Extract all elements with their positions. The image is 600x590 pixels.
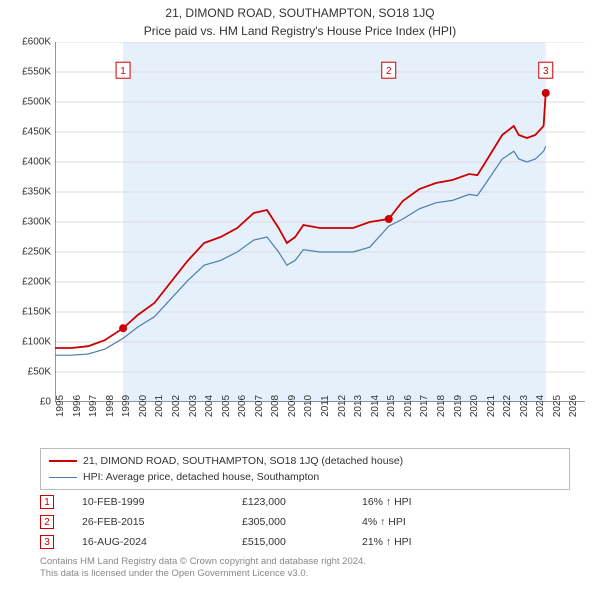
y-tick-label: £300K — [22, 217, 51, 228]
chart-title-line1: 21, DIMOND ROAD, SOUTHAMPTON, SO18 1JQ — [0, 0, 600, 20]
sale-marker: 2 — [40, 515, 54, 529]
footer-line1: Contains HM Land Registry data © Crown c… — [40, 556, 570, 568]
sale-pct: 4% ↑ HPI — [362, 516, 482, 528]
sale-date: 26-FEB-2015 — [82, 516, 242, 528]
x-tick-label: 2009 — [287, 395, 298, 417]
x-tick-label: 2020 — [469, 395, 480, 417]
sales-table: 1 10-FEB-1999£123,00016% ↑ HPI 2 26-FEB-201… — [40, 492, 570, 552]
sale-pct: 16% ↑ HPI — [362, 496, 482, 508]
x-tick-label: 2025 — [552, 395, 563, 417]
x-tick-label: 2013 — [353, 395, 364, 417]
y-tick-label: £250K — [22, 247, 51, 258]
legend-label: HPI: Average price, detached house, Sout… — [83, 471, 319, 483]
x-tick-label: 2007 — [254, 395, 265, 417]
x-tick-label: 2023 — [519, 395, 530, 417]
x-tick-label: 1997 — [88, 395, 99, 417]
sale-row: 2 26-FEB-2015£305,0004% ↑ HPI — [40, 512, 570, 532]
x-tick-label: 1999 — [121, 395, 132, 417]
legend-box: 21, DIMOND ROAD, SOUTHAMPTON, SO18 1JQ (… — [40, 448, 570, 490]
x-tick-label: 2017 — [419, 395, 430, 417]
chart-plot-area: 1 2 3 — [55, 42, 585, 402]
svg-text:2: 2 — [386, 66, 392, 77]
y-tick-label: £600K — [22, 37, 51, 48]
x-tick-label: 2005 — [221, 395, 232, 417]
x-tick-label: 2012 — [337, 395, 348, 417]
x-tick-label: 1996 — [72, 395, 83, 417]
sale-date: 10-FEB-1999 — [82, 496, 242, 508]
sale-price: £123,000 — [242, 496, 362, 508]
y-axis: £0£50K£100K£150K£200K£250K£300K£350K£400… — [0, 42, 55, 402]
y-tick-label: £50K — [28, 367, 51, 378]
svg-text:1: 1 — [120, 66, 126, 77]
sale-marker: 3 — [40, 535, 54, 549]
legend-label: 21, DIMOND ROAD, SOUTHAMPTON, SO18 1JQ (… — [83, 455, 403, 467]
x-tick-label: 1998 — [105, 395, 116, 417]
x-tick-label: 2019 — [453, 395, 464, 417]
x-tick-label: 2006 — [237, 395, 248, 417]
x-tick-label: 2008 — [270, 395, 281, 417]
sale-pct: 21% ↑ HPI — [362, 536, 482, 548]
x-tick-label: 2016 — [403, 395, 414, 417]
footer-line2: This data is licensed under the Open Gov… — [40, 568, 570, 580]
y-tick-label: £200K — [22, 277, 51, 288]
sale-row: 1 10-FEB-1999£123,00016% ↑ HPI — [40, 492, 570, 512]
x-tick-label: 2004 — [204, 395, 215, 417]
x-tick-label: 2021 — [486, 395, 497, 417]
x-tick-label: 2024 — [535, 395, 546, 417]
x-tick-label: 2014 — [370, 395, 381, 417]
x-tick-label: 2001 — [154, 395, 165, 417]
y-tick-label: £350K — [22, 187, 51, 198]
x-tick-label: 2015 — [386, 395, 397, 417]
sale-row: 3 16-AUG-2024£515,00021% ↑ HPI — [40, 532, 570, 552]
sale-price: £305,000 — [242, 516, 362, 528]
y-tick-label: £400K — [22, 157, 51, 168]
y-tick-label: £450K — [22, 127, 51, 138]
legend-item: HPI: Average price, detached house, Sout… — [49, 469, 561, 485]
footer-attribution: Contains HM Land Registry data © Crown c… — [40, 556, 570, 581]
chart-container: 21, DIMOND ROAD, SOUTHAMPTON, SO18 1JQ P… — [0, 0, 600, 590]
x-tick-label: 2018 — [436, 395, 447, 417]
chart-title-line2: Price paid vs. HM Land Registry's House … — [0, 20, 600, 42]
sale-marker: 1 — [40, 495, 54, 509]
x-tick-label: 2002 — [171, 395, 182, 417]
chart-svg: 1 2 3 — [55, 42, 585, 402]
legend-swatch — [49, 477, 77, 478]
x-tick-label: 1995 — [55, 395, 66, 417]
y-tick-label: £500K — [22, 97, 51, 108]
svg-text:3: 3 — [543, 66, 549, 77]
y-tick-label: £100K — [22, 337, 51, 348]
x-tick-label: 2022 — [502, 395, 513, 417]
x-tick-label: 2026 — [568, 395, 579, 417]
x-tick-label: 2000 — [138, 395, 149, 417]
sale-price: £515,000 — [242, 536, 362, 548]
y-tick-label: £0 — [40, 397, 51, 408]
x-axis: 1995199619971998199920002001200220032004… — [55, 404, 585, 448]
y-tick-label: £550K — [22, 67, 51, 78]
x-tick-label: 2010 — [303, 395, 314, 417]
legend-swatch — [49, 460, 77, 462]
sale-date: 16-AUG-2024 — [82, 536, 242, 548]
legend-item: 21, DIMOND ROAD, SOUTHAMPTON, SO18 1JQ (… — [49, 453, 561, 469]
y-tick-label: £150K — [22, 307, 51, 318]
x-tick-label: 2003 — [188, 395, 199, 417]
x-tick-label: 2011 — [320, 395, 331, 417]
